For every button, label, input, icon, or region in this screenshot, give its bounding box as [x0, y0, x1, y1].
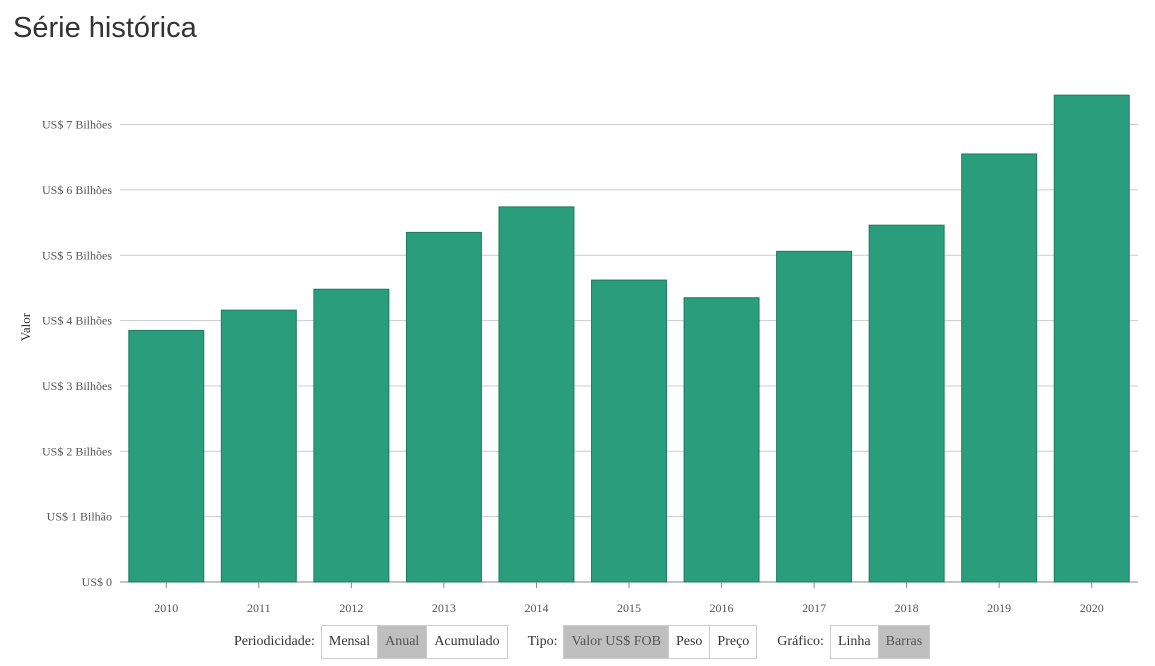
bar: [313, 288, 390, 583]
grafico-label: Gráfico:: [777, 634, 824, 649]
chart-controls: Periodicidade: Mensal Anual Acumulado Ti…: [234, 625, 931, 659]
bar-chart: US$ 0 US$ 1 Bilhão US$ 2 Bilhões US$ 3 Bilh…: [18, 94, 1138, 615]
tipo-group: Tipo: Valor US$ FOB Peso Preço: [528, 625, 758, 659]
x-tick-label: 2016: [710, 601, 734, 615]
bar: [405, 231, 482, 583]
bar: [591, 279, 667, 583]
x-tick-label: 2019: [987, 601, 1011, 615]
y-axis-title: Valor: [18, 312, 33, 341]
bar: [128, 329, 205, 583]
periodicidade-anual-button[interactable]: Anual: [377, 626, 427, 658]
y-tick-label: US$ 4 Bilhões: [42, 314, 112, 328]
periodicidade-group: Periodicidade: Mensal Anual Acumulado: [234, 625, 508, 659]
tipo-peso-button[interactable]: Peso: [667, 626, 710, 658]
tipo-label: Tipo:: [527, 634, 558, 649]
bar: [1053, 94, 1130, 583]
bar: [683, 297, 760, 583]
grafico-barras-button[interactable]: Barras: [877, 626, 930, 658]
bar: [776, 250, 853, 583]
grafico-button-group: Linha Barras: [829, 625, 931, 659]
grafico-linha-button[interactable]: Linha: [830, 626, 878, 658]
x-tick-label: 2011: [247, 601, 271, 615]
y-tick-label: US$ 5 Bilhões: [42, 248, 112, 262]
bar: [220, 309, 297, 583]
periodicidade-mensal-button[interactable]: Mensal: [321, 626, 378, 658]
tipo-valor-fob-button[interactable]: Valor US$ FOB: [564, 626, 668, 658]
y-tick-label: US$ 3 Bilhões: [42, 379, 112, 393]
x-tick-label: 2020: [1080, 601, 1104, 615]
x-tick-label: 2017: [802, 601, 826, 615]
bar: [961, 153, 1038, 583]
x-tick-label: 2018: [895, 601, 919, 615]
bar: [868, 224, 945, 583]
y-tick-label: US$ 7 Bilhões: [42, 118, 112, 132]
page-title: Série histórica: [13, 12, 197, 44]
tipo-preco-button[interactable]: Preço: [709, 626, 757, 658]
x-tick-label: 2012: [339, 601, 363, 615]
x-tick-label: 2010: [154, 601, 178, 615]
bar: [498, 206, 575, 583]
x-tick-label: 2014: [524, 601, 548, 615]
periodicidade-label: Periodicidade:: [234, 634, 315, 649]
y-tick-label: US$ 2 Bilhões: [42, 444, 112, 458]
y-tick-label: US$ 0: [82, 575, 112, 589]
periodicidade-acumulado-button[interactable]: Acumulado: [426, 626, 507, 658]
y-tick-label: US$ 6 Bilhões: [42, 183, 112, 197]
x-tick-label: 2015: [617, 601, 641, 615]
tipo-button-group: Valor US$ FOB Peso Preço: [563, 625, 758, 659]
periodicidade-button-group: Mensal Anual Acumulado: [320, 625, 508, 659]
grafico-group: Gráfico: Linha Barras: [777, 625, 931, 659]
y-tick-label: US$ 1 Bilhão: [47, 510, 112, 524]
x-tick-label: 2013: [432, 601, 456, 615]
